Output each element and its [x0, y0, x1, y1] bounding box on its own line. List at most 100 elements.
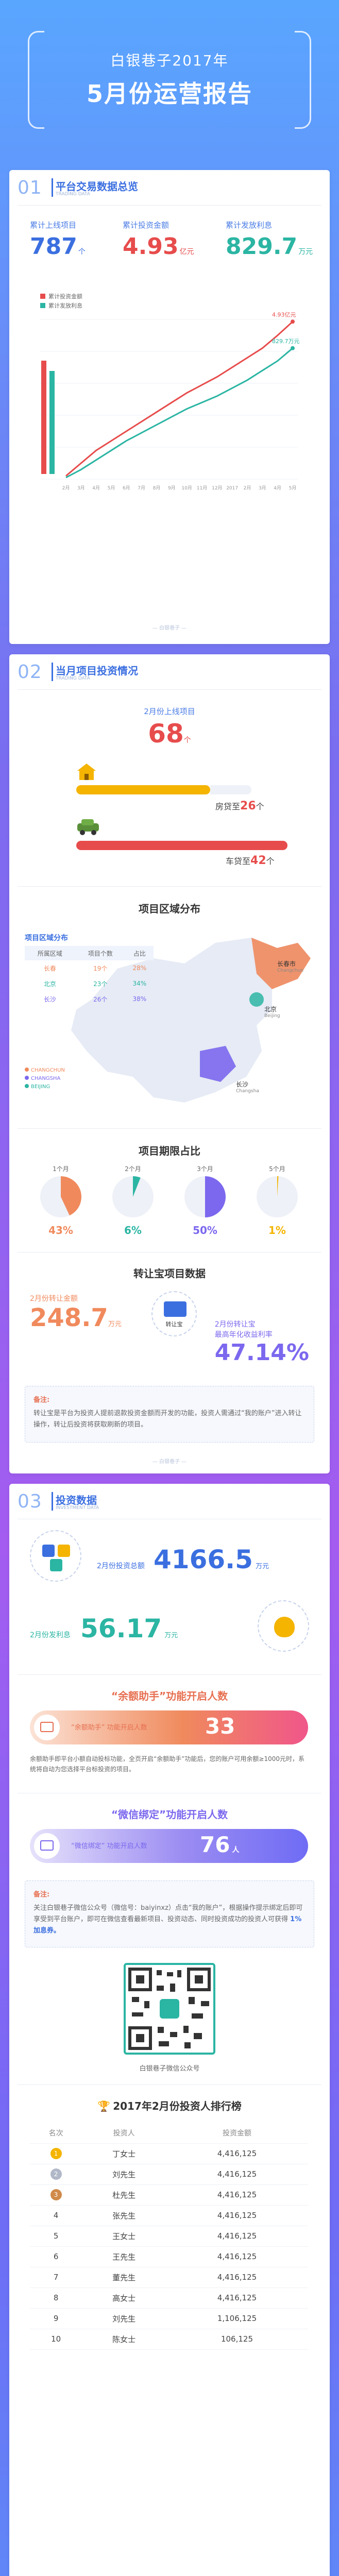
table-row: 长春 19个 28% [25, 960, 154, 976]
region-table: 所属区域 项目个数 占比 长春 19个 28% 北京 23个 34% 长沙 26… [25, 946, 154, 1007]
screen-icon [40, 1722, 54, 1732]
wechat-value-wrap: 76 人 [200, 1832, 239, 1857]
rank-cell: 9 [30, 2308, 82, 2329]
investment-amount: 106,125 [165, 2329, 308, 2350]
term-pie: 1个月 43% [30, 1164, 92, 1236]
screen-icon [40, 1840, 54, 1851]
house-loan-text: 房贷至26个 [215, 800, 264, 812]
investor-name: 刘先生 [82, 2164, 166, 2185]
invest-total-unit: 万元 [256, 1563, 269, 1570]
x-tick-label: 3月 [77, 485, 85, 491]
note-text: 转让宝是平台为投资人提前退款投资金额而开发的功能，投资人需通过“我的账户”进入转… [33, 1410, 302, 1429]
series-end-label: 4.93亿元 [272, 311, 296, 318]
table-header: 项目个数 [88, 950, 113, 957]
wechat-pill: “微信绑定” 功能开启人数 76 人 [30, 1829, 308, 1863]
medal-icon: 1 [50, 2148, 62, 2159]
x-tick-label: 6月 [123, 485, 130, 491]
investment-amount: 4,416,125 [165, 2246, 308, 2267]
invest-total-value: 4166.5 [154, 1545, 253, 1574]
term-pie-chart [40, 1176, 81, 1217]
table-header: 投资金额 [165, 2123, 308, 2144]
table-row: 2 刘先生 4,416,125 [30, 2164, 308, 2185]
rank-cell: 1 [30, 2143, 82, 2164]
section-monthly-projects: 02 当月项目投资情况 TRADING DATA 2月份上线项目 68个 房贷至… [9, 654, 330, 1473]
map-label-en: Beijing [264, 1013, 280, 1019]
transfer-amount: 2月份转让金额 248.7万元 [30, 1293, 122, 1332]
wechat-inner-label: “微信绑定” 功能开启人数 [71, 1842, 147, 1850]
stat-value: 829.7 [226, 233, 298, 260]
term-pies: 1个月 43% 2个月 6% 3个月 50% 5个月 1% [25, 1164, 313, 1242]
term-percent: 1% [268, 1224, 286, 1236]
assistant-icon [34, 1715, 60, 1740]
header-brace-left [28, 31, 44, 129]
qr-caption: 白银巷子微信公众号 [139, 2065, 200, 2073]
table-cell: 38% [132, 995, 147, 1003]
region-section-title: 项目区域分布 [139, 903, 200, 915]
trophy-icon: 🏆 [97, 2100, 111, 2112]
term-pie: 3个月 50% [174, 1164, 236, 1236]
section-3-title: 投资数据 [56, 1494, 97, 1506]
region-table-title: 项目区域分布 [25, 934, 68, 942]
stat-label: 累计上线项目 [30, 221, 77, 230]
table-cell: 26个 [93, 995, 108, 1003]
rank-cell: 3 [30, 2184, 82, 2206]
x-tick-label: 2月 [62, 485, 70, 491]
stat-unit: 亿元 [179, 248, 194, 256]
legend-dot [25, 1067, 29, 1072]
car-loan-text: 车贷至42个 [226, 854, 275, 867]
wechat-icon [34, 1833, 60, 1859]
monthly-projects-unit: 个 [183, 736, 191, 744]
term-label: 5个月 [269, 1165, 285, 1173]
table-cell: 长沙 [43, 995, 56, 1003]
section-3-subtitle: INVESTMENT DATA [56, 1505, 99, 1511]
money-bag-icon [274, 1617, 295, 1637]
rank-cell: 8 [30, 2287, 82, 2309]
invest-total: 2月份投资总额 4166.5 万元 [97, 1545, 269, 1574]
transfer-rate-value: 47.14% [214, 1340, 309, 1366]
section-1-watermark: — 白银巷子 — [152, 625, 187, 631]
divider [18, 886, 321, 887]
x-tick-label: 5月 [108, 485, 115, 491]
section-1-head: 01 平台交易数据总览 TRADING DATA [9, 170, 330, 201]
transfer-rate-label-2: 最高年化收益利率 [214, 1331, 273, 1339]
divider [18, 2084, 321, 2085]
legend-swatch [40, 303, 45, 308]
report-header: 白银巷子2017年 5月份运营报告 [0, 0, 339, 165]
section-1-title: 平台交易数据总览 [56, 180, 138, 193]
house-loan-bar [76, 785, 210, 794]
investment-amount: 4,416,125 [165, 2287, 308, 2309]
transfer-icon-circle: 转让宝 [151, 1291, 197, 1336]
medal-icon: 2 [50, 2168, 62, 2180]
x-tick-label: 3月 [259, 485, 266, 491]
bar-marker [49, 371, 55, 474]
term-pie-chart [257, 1176, 298, 1217]
table-row: 5 王女士 4,416,125 [30, 2226, 308, 2247]
car-loan-icon [76, 818, 100, 836]
term-label: 1个月 [53, 1165, 69, 1173]
car-loan-value: 42 [250, 854, 266, 867]
term-pie: 2个月 6% [102, 1164, 164, 1236]
investment-amount: 4,416,125 [165, 2205, 308, 2226]
rank-table-body: 1 丁女士 4,416,125 2 刘先生 4,416,125 3 杜先生 4,416,125 4… [30, 2143, 308, 2350]
legend-swatch [40, 294, 45, 299]
table-header-row: 名次 投资人 投资金额 [30, 2123, 308, 2144]
x-tick-label: 4月 [92, 485, 100, 491]
x-tick-label: 7月 [138, 485, 145, 491]
map-label-name: 北京 [264, 1006, 277, 1013]
invest-icon-circle [30, 1530, 81, 1582]
legend-label: CHANGCHUN [31, 1067, 65, 1073]
term-percent: 6% [124, 1224, 142, 1236]
term-pie: 5个月 1% [246, 1164, 308, 1236]
qr-code [124, 1963, 215, 2055]
header-report-title: 5月份运营报告 [86, 80, 252, 108]
legend-label: 累计发放利息 [48, 302, 82, 309]
divider [18, 689, 321, 690]
stat-value: 4.93 [123, 233, 179, 260]
section-2-bar [52, 663, 53, 681]
stat-unit: 个 [78, 248, 86, 256]
note-tag: 备注: [33, 1891, 50, 1899]
map-label-changchun: 长春市 Changchun [277, 959, 303, 973]
house-loan-label: 房贷至 [215, 802, 241, 811]
table-row: 7 董先生 4,416,125 [30, 2267, 308, 2288]
transfer-amount-unit: 万元 [108, 1320, 122, 1328]
